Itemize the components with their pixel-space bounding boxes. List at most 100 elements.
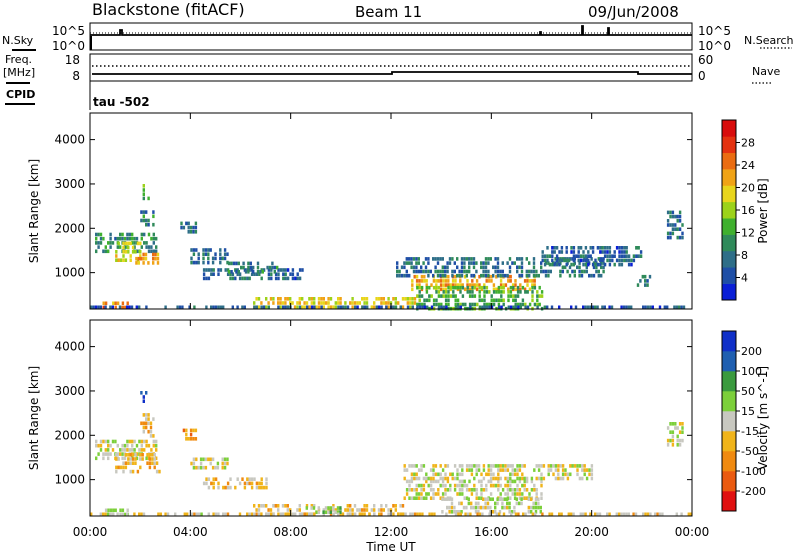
data-cell	[152, 256, 155, 261]
data-cell	[223, 248, 227, 252]
data-cell	[540, 483, 543, 488]
data-cell	[216, 461, 220, 466]
data-cell	[291, 301, 294, 305]
data-cell	[456, 257, 459, 261]
data-cell	[465, 269, 468, 274]
data-cell	[504, 483, 507, 488]
data-cell	[268, 265, 272, 270]
data-cell	[497, 464, 500, 468]
data-cell	[595, 265, 598, 270]
data-cell	[584, 258, 588, 263]
data-cell	[95, 232, 98, 237]
data-cell	[475, 468, 478, 472]
data-cell	[620, 254, 624, 258]
data-cell	[482, 261, 485, 265]
data-cell	[663, 305, 666, 310]
data-cell	[397, 512, 400, 516]
data-cell	[477, 468, 481, 472]
data-cell	[413, 297, 417, 301]
data-cell	[415, 261, 418, 265]
data-cell	[507, 279, 510, 283]
data-cell	[470, 464, 474, 468]
data-cell	[365, 508, 369, 512]
data-cell	[281, 512, 285, 516]
data-cell	[480, 273, 483, 278]
data-cell	[146, 453, 149, 457]
data-cell	[487, 257, 490, 261]
data-cell	[410, 496, 414, 500]
data-cell	[417, 257, 420, 261]
colorbar-swatch	[722, 185, 736, 203]
data-cell	[142, 421, 145, 426]
data-cell	[465, 505, 468, 510]
data-cell	[253, 272, 256, 276]
data-cell	[458, 479, 462, 484]
data-cell	[143, 448, 146, 452]
data-cell	[466, 283, 469, 287]
data-cell	[520, 501, 523, 506]
data-cell	[573, 464, 577, 468]
data-cell	[492, 483, 495, 488]
data-cell	[523, 496, 526, 500]
data-cell	[543, 305, 546, 310]
data-cell	[558, 512, 561, 517]
data-cell	[127, 453, 130, 457]
colorbar-swatch	[722, 431, 736, 452]
data-cell	[565, 258, 568, 263]
data-cell	[102, 452, 105, 456]
data-cell	[489, 464, 493, 468]
data-cell	[102, 236, 105, 241]
data-cell	[454, 279, 457, 283]
data-cell	[591, 262, 595, 267]
data-cell	[422, 488, 426, 492]
data-cell	[430, 305, 434, 310]
data-cell	[461, 483, 464, 488]
data-cell	[277, 301, 280, 305]
data-cell	[136, 469, 140, 474]
data-cell	[189, 230, 193, 234]
data-cell	[546, 305, 549, 310]
data-cell	[248, 512, 251, 517]
data-cell	[248, 268, 251, 272]
data-cell	[569, 472, 572, 477]
data-cell	[116, 443, 119, 448]
data-cell	[202, 465, 205, 470]
data-cell	[97, 245, 100, 249]
data-cell	[104, 301, 108, 306]
data-cell	[496, 265, 500, 270]
data-cell	[475, 279, 479, 283]
data-cell	[234, 276, 237, 281]
data-cell	[488, 290, 491, 294]
data-cell	[119, 452, 122, 456]
data-cell	[461, 492, 464, 496]
data-cell	[133, 512, 136, 517]
data-cell	[405, 492, 409, 496]
data-cell	[537, 497, 540, 501]
data-cell	[97, 241, 100, 245]
data-cell	[550, 305, 554, 310]
data-cell	[526, 290, 529, 294]
data-cell	[267, 268, 271, 272]
data-cell	[361, 508, 364, 512]
data-cell	[417, 261, 420, 265]
data-cell	[480, 265, 483, 270]
data-cell	[214, 256, 217, 261]
data-cell	[139, 457, 142, 461]
data-cell	[491, 497, 494, 501]
data-cell	[572, 254, 576, 258]
data-cell	[524, 302, 527, 307]
data-cell	[520, 273, 524, 278]
data-cell	[418, 279, 421, 283]
data-cell	[514, 287, 517, 292]
data-cell	[272, 504, 275, 508]
data-cell	[102, 301, 105, 306]
data-cell	[532, 261, 536, 265]
data-cell	[466, 285, 469, 290]
data-cell	[253, 477, 256, 481]
data-cell	[439, 483, 442, 488]
data-cell	[329, 305, 333, 309]
data-cell	[397, 301, 400, 305]
data-cell	[671, 223, 675, 227]
data-cell	[499, 269, 502, 274]
data-cell	[489, 476, 493, 481]
